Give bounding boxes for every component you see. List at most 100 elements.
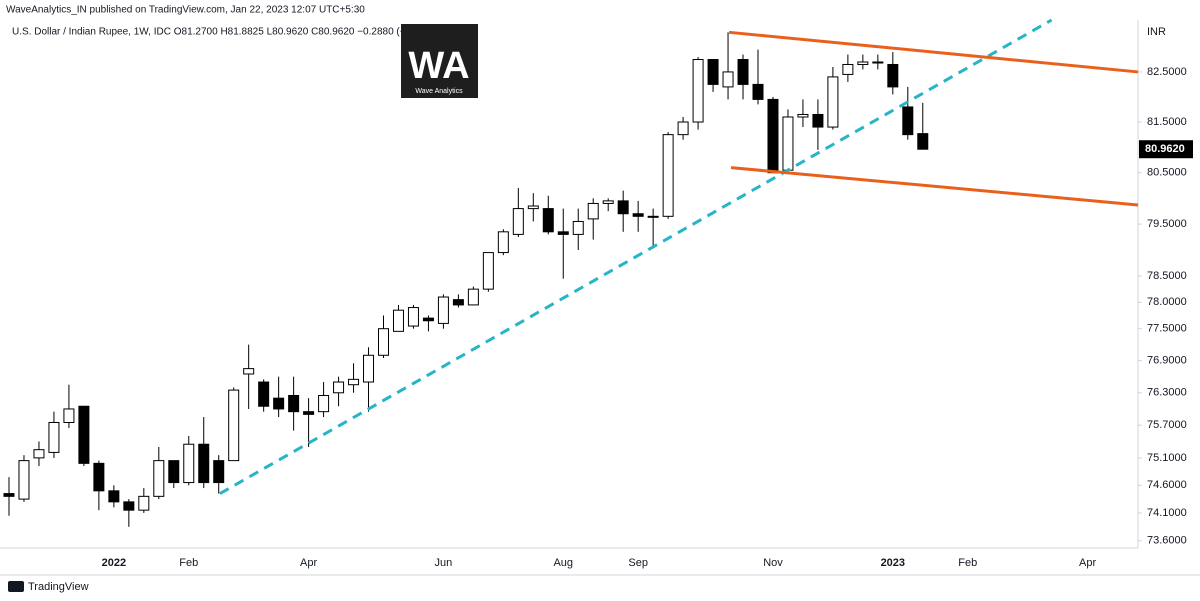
x-tick-label: Apr bbox=[300, 557, 317, 569]
y-tick-label: 75.7000 bbox=[1147, 419, 1187, 431]
x-tick-label: Jun bbox=[435, 557, 453, 569]
candle-body bbox=[677, 121, 689, 136]
currency-label: INR bbox=[1147, 26, 1166, 38]
candle-body bbox=[198, 443, 210, 484]
last-price-box bbox=[1139, 140, 1193, 159]
candle-body bbox=[407, 307, 419, 327]
logo-mark: WA bbox=[408, 45, 469, 87]
candle-body bbox=[108, 490, 120, 503]
candle-body bbox=[33, 449, 45, 459]
candle-body bbox=[707, 59, 719, 85]
x-tick-label: Aug bbox=[553, 557, 573, 569]
y-tick-label: 74.6000 bbox=[1147, 479, 1187, 491]
candle-body bbox=[78, 405, 90, 464]
candle-body bbox=[303, 411, 315, 415]
y-tick-label: 78.0000 bbox=[1147, 296, 1187, 308]
candle-body bbox=[797, 113, 809, 118]
candle-body bbox=[872, 61, 884, 64]
logo-caption: Wave Analytics bbox=[415, 88, 463, 95]
y-tick-label: 80.5000 bbox=[1147, 167, 1187, 179]
candle-body bbox=[857, 61, 869, 65]
candle-body bbox=[363, 354, 375, 383]
candle-body bbox=[497, 231, 509, 254]
x-tick-label: Feb bbox=[958, 557, 977, 569]
logo-box bbox=[401, 24, 478, 98]
candle-body bbox=[452, 299, 464, 306]
candle-body bbox=[782, 116, 794, 171]
x-tick-label: Apr bbox=[1079, 557, 1096, 569]
candle-body bbox=[333, 381, 345, 394]
x-tick-label: 2022 bbox=[102, 557, 126, 569]
candle-body bbox=[348, 378, 360, 386]
candle-body bbox=[512, 208, 524, 235]
candle-body bbox=[632, 213, 644, 217]
candle-body bbox=[138, 495, 150, 511]
candle-body bbox=[647, 215, 659, 218]
y-tick-label: 73.6000 bbox=[1147, 535, 1187, 547]
y-tick-label: 76.9000 bbox=[1147, 355, 1187, 367]
candle-body bbox=[737, 59, 749, 85]
candle-body bbox=[63, 408, 75, 423]
candle-body bbox=[902, 106, 914, 136]
y-tick-label: 75.1000 bbox=[1147, 452, 1187, 464]
candle-body bbox=[228, 389, 240, 462]
footer-text: TradingView bbox=[28, 581, 89, 593]
candle-body bbox=[18, 460, 30, 500]
candle-body bbox=[527, 205, 539, 210]
candle-body bbox=[48, 421, 60, 453]
candle-body bbox=[258, 381, 270, 407]
candle-body bbox=[572, 220, 584, 235]
y-tick-label: 76.3000 bbox=[1147, 387, 1187, 399]
last-price-label: 80.9620 bbox=[1145, 143, 1185, 155]
candle-body bbox=[168, 460, 180, 484]
candle-body bbox=[243, 368, 255, 375]
y-tick-label: 78.5000 bbox=[1147, 270, 1187, 282]
candle-body bbox=[557, 231, 569, 235]
y-tick-label: 81.5000 bbox=[1147, 116, 1187, 128]
candle-body bbox=[827, 76, 839, 128]
candle-body bbox=[542, 208, 554, 233]
candle-body bbox=[617, 200, 629, 215]
candle-body bbox=[842, 63, 854, 75]
candle-body bbox=[692, 59, 704, 123]
candle-body bbox=[183, 443, 195, 484]
candle-body bbox=[722, 71, 734, 88]
y-tick-label: 82.5000 bbox=[1147, 66, 1187, 78]
candle-body bbox=[93, 462, 105, 492]
candle-body bbox=[392, 309, 404, 332]
candle-body bbox=[422, 317, 434, 322]
candle-body bbox=[318, 394, 330, 413]
candle-body bbox=[378, 328, 389, 356]
candle-body bbox=[153, 460, 165, 497]
x-tick-label: Nov bbox=[763, 557, 783, 569]
candle-body bbox=[587, 202, 599, 220]
candle-body bbox=[123, 501, 135, 511]
candle-body bbox=[917, 133, 929, 150]
x-tick-label: Feb bbox=[179, 557, 198, 569]
candle-body bbox=[767, 98, 779, 174]
y-tick-label: 74.1000 bbox=[1147, 507, 1187, 519]
candle-body bbox=[3, 493, 15, 497]
y-tick-label: 77.5000 bbox=[1147, 323, 1187, 335]
candle-body bbox=[273, 397, 285, 410]
candle-body bbox=[467, 288, 479, 306]
candle-body bbox=[288, 394, 300, 413]
symbol-legend: U.S. Dollar / Indian Rupee, 1W, IDC O81.… bbox=[12, 27, 437, 38]
footer-logo bbox=[8, 581, 24, 592]
candle-body bbox=[887, 63, 899, 88]
trendline bbox=[730, 166, 1139, 207]
trendline bbox=[219, 18, 1053, 495]
trendline bbox=[728, 30, 1139, 74]
candle-body bbox=[752, 83, 764, 100]
candle-body bbox=[482, 252, 494, 290]
x-tick-label: Sep bbox=[628, 557, 648, 569]
published-note: WaveAnalytics_IN published on TradingVie… bbox=[6, 5, 365, 16]
logo: WA Wave Analytics bbox=[401, 24, 478, 98]
candle-body bbox=[437, 296, 449, 324]
candle-body bbox=[812, 113, 824, 128]
candle-body bbox=[602, 200, 614, 204]
y-tick-label: 79.5000 bbox=[1147, 218, 1187, 230]
